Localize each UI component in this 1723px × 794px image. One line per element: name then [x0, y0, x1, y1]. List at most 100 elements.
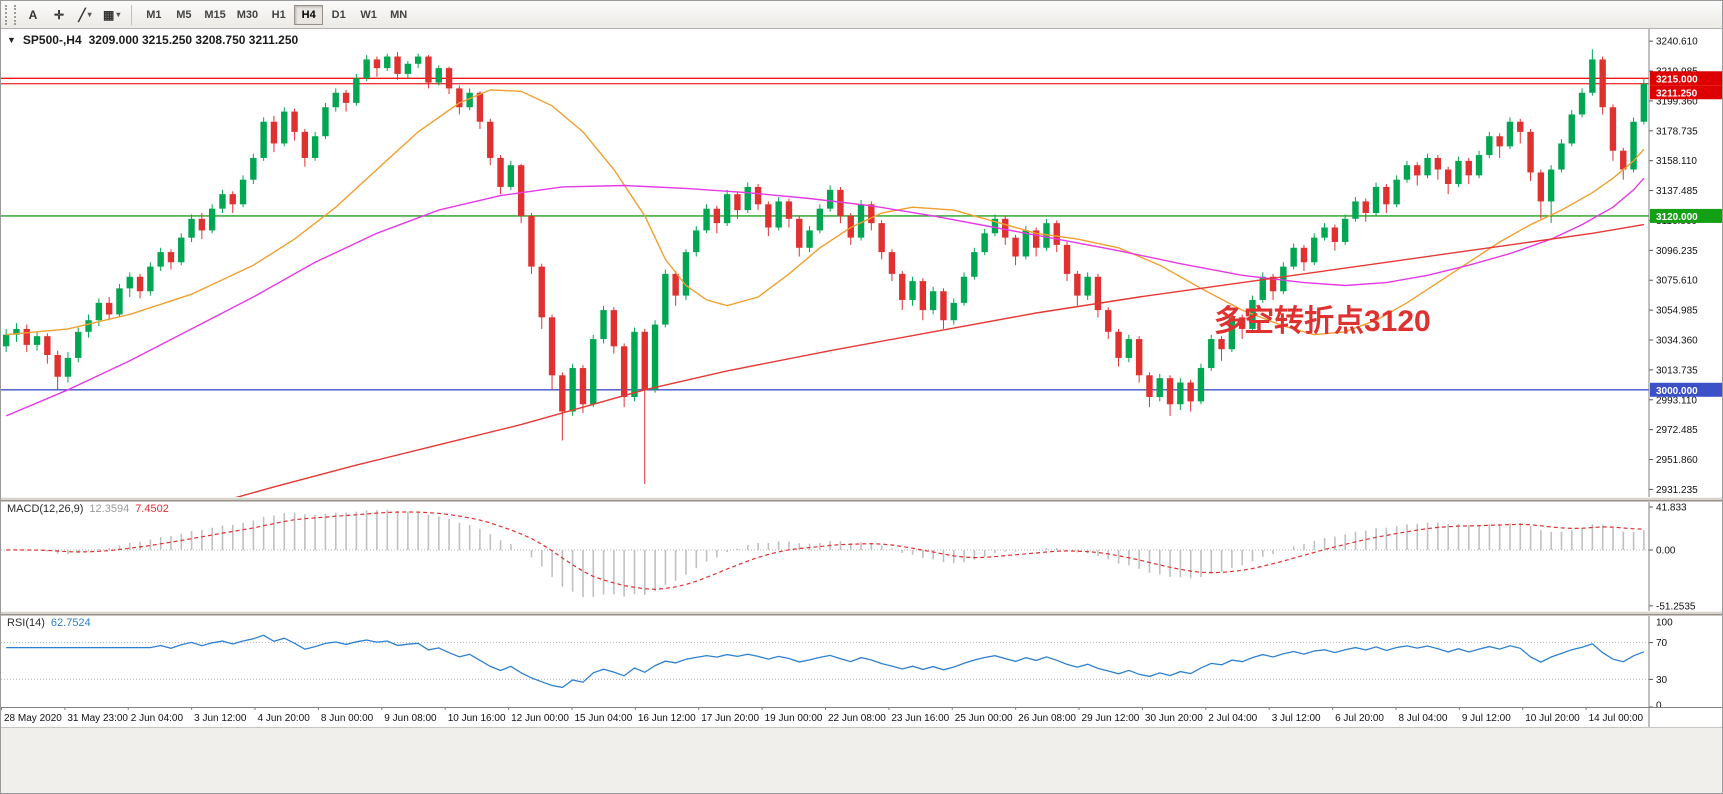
bottom-strip [1, 727, 1722, 793]
timeframe-h1-button[interactable]: H1 [264, 5, 293, 25]
svg-text:9 Jul 12:00: 9 Jul 12:00 [1462, 713, 1511, 724]
svg-text:3075.610: 3075.610 [1656, 276, 1698, 287]
svg-text:9 Jun 08:00: 9 Jun 08:00 [384, 713, 437, 724]
main-chart-canvas[interactable]: 3240.6103219.9853199.3603178.7353158.110… [1, 29, 1723, 497]
svg-text:3034.360: 3034.360 [1656, 335, 1698, 346]
svg-text:2993.110: 2993.110 [1656, 395, 1697, 406]
timeframe-mn-button[interactable]: MN [384, 5, 413, 25]
rsi-level-lines [1, 642, 1649, 680]
svg-text:30 Jun 20:00: 30 Jun 20:00 [1145, 713, 1203, 724]
toolbar-buttons: A ✛ ╱ ▾ ▦ ▾ [21, 4, 124, 26]
ma-slow-line [235, 223, 1645, 497]
svg-text:-51.2535: -51.2535 [1656, 601, 1696, 611]
time-axis-canvas[interactable]: 28 May 2020 31 May 23:00 2 Jun 04:00 3 Jun … [1, 707, 1723, 727]
svg-text:2972.485: 2972.485 [1656, 425, 1698, 436]
svg-text:3199.360: 3199.360 [1656, 96, 1698, 107]
svg-text:29 Jun 12:00: 29 Jun 12:00 [1082, 713, 1140, 724]
svg-text:3240.610: 3240.610 [1656, 37, 1698, 48]
rsi-axis-ticks: 100 70 30 0 [1649, 615, 1673, 707]
annotation-text: 多空转折点3120 [1214, 305, 1431, 338]
svg-text:3 Jun 12:00: 3 Jun 12:00 [194, 713, 247, 724]
svg-text:41.833: 41.833 [1656, 503, 1687, 514]
macd-axis-ticks: 41.833 0.00 -51.2535 [1649, 503, 1696, 611]
macd-histogram [15, 509, 1645, 598]
macd-signal-line [6, 511, 1644, 590]
timeframe-d1-button[interactable]: D1 [324, 5, 353, 25]
svg-text:19 Jun 00:00: 19 Jun 00:00 [765, 713, 823, 724]
svg-text:3137.485: 3137.485 [1656, 186, 1698, 197]
macd-title: MACD(12,26,9) 12.3594 7.4502 [7, 503, 169, 515]
rsi-value: 62.7524 [50, 617, 91, 629]
svg-text:0.00: 0.00 [1656, 546, 1676, 557]
price-badge-3000.000: 3000.000 [1650, 382, 1722, 397]
svg-text:25 Jun 00:00: 25 Jun 00:00 [955, 713, 1013, 724]
svg-text:14 Jul 00:00: 14 Jul 00:00 [1589, 713, 1644, 724]
svg-text:100: 100 [1656, 618, 1673, 629]
svg-text:3 Jul 12:00: 3 Jul 12:00 [1272, 713, 1321, 724]
svg-text:28 May 2020: 28 May 2020 [4, 713, 62, 724]
crosshair-tool-button[interactable]: ✛ [47, 4, 71, 26]
svg-text:30: 30 [1656, 675, 1668, 686]
timeframe-w1-button[interactable]: W1 [354, 5, 383, 25]
svg-text:2 Jun 04:00: 2 Jun 04:00 [131, 713, 184, 724]
timeframe-m1-button[interactable]: M1 [139, 5, 168, 25]
svg-text:15 Jun 04:00: 15 Jun 04:00 [574, 713, 632, 724]
rsi-title: RSI(14) 62.7524 [7, 617, 91, 629]
macd-panel: 41.833 0.00 -51.2535 MACD(12,26,9) 12.3594… [1, 501, 1722, 611]
panel-splitter-macd[interactable] [1, 497, 1722, 501]
svg-text:16 Jun 12:00: 16 Jun 12:00 [638, 713, 696, 724]
time-axis: 28 May 2020 31 May 23:00 2 Jun 04:00 3 Jun … [1, 707, 1722, 727]
rsi-line [6, 634, 1645, 689]
svg-text:17 Jun 20:00: 17 Jun 20:00 [701, 713, 759, 724]
timeframe-h4-button[interactable]: H4 [294, 4, 324, 25]
svg-text:3054.985: 3054.985 [1656, 306, 1698, 317]
main-chart-panel: 3240.6103219.9853199.3603178.7353158.110… [1, 29, 1722, 497]
svg-text:3215.000: 3215.000 [1656, 74, 1698, 85]
indicators-tool-button[interactable]: ▦ ▾ [99, 4, 124, 26]
toolbar-grip[interactable] [5, 4, 16, 25]
panel-splitter-rsi[interactable] [1, 611, 1722, 615]
rsi-panel: 100 70 30 0 RSI(14) 62.7524 [1, 615, 1722, 707]
svg-text:3013.735: 3013.735 [1656, 365, 1698, 376]
svg-text:3120.000: 3120.000 [1656, 212, 1698, 223]
svg-text:3178.735: 3178.735 [1656, 126, 1698, 137]
svg-text:3211.250: 3211.250 [1656, 88, 1698, 99]
svg-text:8 Jun 00:00: 8 Jun 00:00 [321, 713, 374, 724]
price-axis-ticks: 3240.6103219.9853199.3603178.7353158.110… [1649, 37, 1698, 496]
svg-text:8 Jul 04:00: 8 Jul 04:00 [1398, 713, 1447, 724]
svg-text:10 Jul 20:00: 10 Jul 20:00 [1525, 713, 1580, 724]
rsi-name-label: RSI(14) [7, 617, 45, 629]
svg-text:6 Jul 20:00: 6 Jul 20:00 [1335, 713, 1384, 724]
timeframe-m15-button[interactable]: M15 [199, 5, 230, 25]
crosshair-tool-icon: ✛ [53, 7, 65, 22]
svg-text:12 Jun 00:00: 12 Jun 00:00 [511, 713, 569, 724]
symbol-collapse-icon[interactable]: ▼ [7, 35, 16, 45]
svg-text:2931.235: 2931.235 [1656, 485, 1698, 496]
rsi-canvas[interactable]: 100 70 30 0 [1, 615, 1723, 707]
timeframe-m30-button[interactable]: M30 [232, 5, 263, 25]
macd-main-value: 12.3594 [89, 503, 130, 515]
price-badge-3211.250: 3211.250 [1650, 85, 1722, 99]
svg-text:26 Jun 08:00: 26 Jun 08:00 [1018, 713, 1076, 724]
toolbar: A ✛ ╱ ▾ ▦ ▾ M1 M5 M15 M30 H1 H4 D1 W1 MN [1, 1, 1722, 29]
svg-text:22 Jun 08:00: 22 Jun 08:00 [828, 713, 886, 724]
pointer-tool-button[interactable]: A [21, 4, 45, 26]
lines-tool-button[interactable]: ╱ ▾ [73, 4, 97, 26]
timeframe-m5-button[interactable]: M5 [169, 5, 198, 25]
macd-canvas[interactable]: 41.833 0.00 -51.2535 [1, 501, 1723, 611]
chart-ohlc-values: 3209.000 3215.250 3208.750 3211.250 [88, 33, 299, 47]
timeframe-group: M1 M5 M15 M30 H1 H4 D1 W1 MN [139, 4, 413, 25]
chevron-down-icon: ▾ [87, 10, 92, 19]
svg-text:3158.110: 3158.110 [1656, 156, 1697, 167]
pointer-tool-icon: A [28, 7, 38, 22]
chart-symbol-period: SP500-,H4 [22, 33, 82, 47]
ma-medium-line [5, 177, 1645, 417]
svg-text:10 Jun 16:00: 10 Jun 16:00 [448, 713, 506, 724]
svg-text:31 May 23:00: 31 May 23:00 [67, 713, 128, 724]
horizontal-level-lines[interactable] [1, 77, 1649, 391]
ma-fast-line [6, 89, 1645, 336]
price-badge-3215.000: 3215.000 [1650, 71, 1722, 86]
macd-signal-value: 7.4502 [135, 503, 169, 515]
svg-text:23 Jun 16:00: 23 Jun 16:00 [891, 713, 949, 724]
